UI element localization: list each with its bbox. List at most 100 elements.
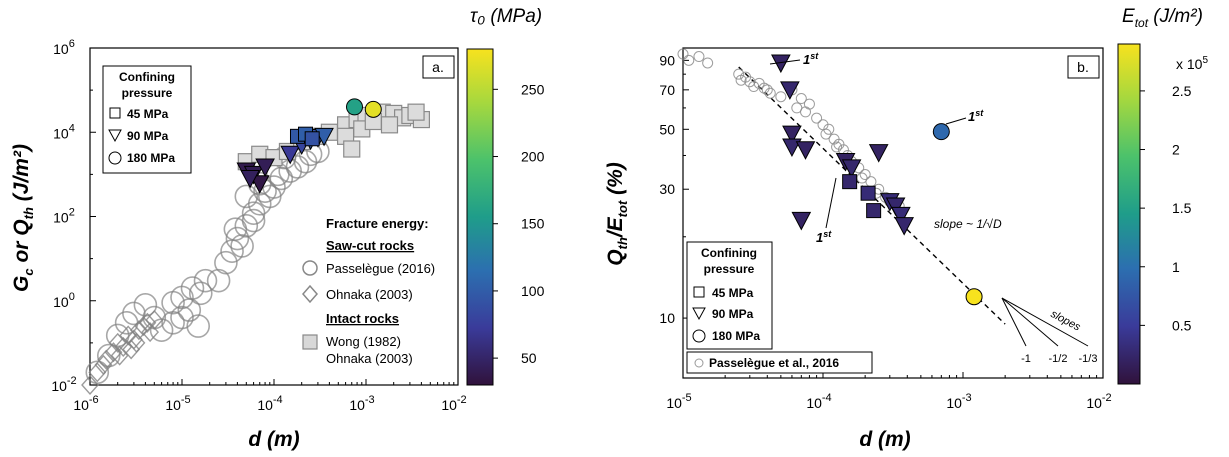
panel-a-legend: Confining pressure 45 MPa 90 MPa 180 MPa (102, 65, 192, 174)
passelegue-point (241, 208, 266, 233)
ohnaka-point (138, 312, 157, 333)
colorbar-b-tick-label: 1.5 (1172, 200, 1192, 216)
b-triangle-point (841, 159, 862, 178)
legend-square-icon (109, 107, 121, 119)
passelegue-b-point (693, 51, 705, 63)
b-legend-item-180: 180 MPa (712, 329, 760, 343)
x-tick-label: 10-5 (165, 394, 190, 413)
panel-a-colorbar-title: τ₀ (MPa) (470, 6, 542, 27)
legend-circle-icon (108, 151, 122, 165)
passelegue-legend-box (686, 351, 873, 374)
study-triangle-point (255, 158, 275, 178)
wong-label: Wong (1982) (326, 334, 401, 349)
passelegue-b-point (803, 98, 815, 110)
passelegue-b-point (702, 57, 714, 69)
wong-point (343, 140, 361, 158)
ohnaka-point (145, 309, 164, 331)
passelegue-b-point (677, 48, 689, 60)
fracture-legend: Fracture energy: Saw-cut rocks Passelègu… (302, 216, 435, 366)
legend-item-45: 45 MPa (127, 107, 169, 121)
b-legend-circle-icon (692, 329, 706, 343)
wong-point (407, 103, 425, 121)
ohnaka-point (108, 332, 127, 353)
slope-line-3 (1001, 297, 1089, 347)
study-triangle-point (280, 145, 301, 165)
x-tick-label: 10-3 (349, 394, 374, 413)
study-circle-point (346, 98, 364, 116)
passelegue-b-point (800, 106, 812, 118)
b-triangle-point (868, 144, 889, 163)
ohnaka-point (94, 354, 113, 375)
b-x-tick-label: 10-5 (666, 392, 691, 411)
colorbar-b-tick-label: 0.5 (1172, 317, 1192, 333)
first-label-2: 1st (968, 108, 984, 124)
study-circle-point (364, 100, 382, 118)
passelegue-circle-icon (302, 260, 318, 276)
b-y-tick-label: 30 (659, 181, 675, 197)
y-tick-label: 104 (53, 122, 75, 141)
slope-value-2: -1/2 (1049, 353, 1068, 365)
panel-a-ylabel: Gc or Qth (J/m²) (10, 144, 36, 292)
legend-title-1: Confining (119, 70, 175, 84)
panel-b-frame (682, 47, 1104, 379)
panel-a-points (81, 98, 430, 396)
panel-a-xlabel: d (m) (248, 428, 299, 451)
ohnaka-intact-label: Ohnaka (2003) (326, 351, 413, 366)
b-x-tick-label: 10-4 (806, 392, 831, 411)
b-circle-point (965, 288, 983, 306)
fracture-heading: Fracture energy: (326, 216, 429, 231)
passelegue-point (170, 305, 194, 330)
b-x-tick-label: 10-2 (1086, 392, 1111, 411)
b-legend-square-icon (693, 286, 705, 298)
y-tick-label: 102 (53, 207, 75, 226)
ohnaka-point (129, 320, 148, 341)
first-leader-2 (945, 117, 967, 125)
slope-annotation: slope ~ 1/√D (934, 217, 1002, 231)
passelegue-point (225, 226, 250, 251)
b-triangle-point (891, 206, 911, 226)
b-square-point (860, 185, 876, 201)
colorbar-b-tick-label: 1 (1172, 259, 1180, 275)
panel-b-colorbar-multiplier: x 105 (1176, 55, 1208, 72)
wong-point (380, 116, 399, 134)
x-tick-label: 10-2 (441, 394, 466, 413)
passelegue-b-point (775, 91, 787, 103)
b-legend-item-90: 90 MPa (712, 307, 754, 321)
passelegue-label: Passelègue (2016) (326, 261, 435, 276)
fit-line (738, 66, 1006, 325)
slopes-label: slopes (1049, 308, 1083, 334)
passelegue-point (230, 234, 254, 258)
b-triangle-point (791, 211, 812, 231)
passelegue-b-point (795, 93, 807, 105)
passelegue-b-point (811, 112, 823, 124)
b-triangle-point (885, 197, 906, 217)
colorbar-a-tick-label: 250 (521, 81, 545, 97)
legend-title-2: pressure (122, 86, 173, 100)
b-circle-point (932, 123, 950, 141)
ohnaka-sawcut-label: Ohnaka (2003) (326, 287, 413, 302)
panel-b-ticks: 10-5 10-4 10-3 10-2 90 70 50 30 10 (659, 52, 1111, 411)
b-legend-item-45: 45 MPa (712, 286, 754, 300)
b-x-tick-label: 10-3 (946, 392, 971, 411)
first-label-3: 1st (816, 229, 832, 245)
panel-b-colorbar (1117, 43, 1141, 385)
ohnaka-diamond-icon (302, 284, 318, 304)
passelegue-b-point (683, 54, 695, 66)
passelegue-b-point (758, 82, 770, 94)
b-triangle-point (780, 81, 800, 100)
b-triangle-point (894, 217, 915, 236)
x-tick-label: 10-6 (73, 394, 98, 413)
passelegue-b-point (735, 74, 747, 86)
panel-a-ticks: 10-6 10-5 10-4 10-3 10-2 10-2 100 102 104 106 (51, 38, 466, 413)
slope-line-2 (1001, 297, 1059, 347)
passelegue-b-point (733, 68, 745, 80)
panel-b-colorbar-title: Etot (J/m²) (1122, 6, 1203, 30)
passelegue-point (188, 281, 213, 306)
b-y-tick-label: 70 (659, 82, 675, 98)
sawcut-heading: Saw-cut rocks (326, 238, 414, 253)
first-label-1: 1st (803, 51, 819, 67)
b-triangle-point (782, 125, 802, 145)
passelegue-point (234, 214, 259, 238)
panel-b-colorbar-ticks: 2.5 2 1.5 1 0.5 (1140, 83, 1192, 333)
